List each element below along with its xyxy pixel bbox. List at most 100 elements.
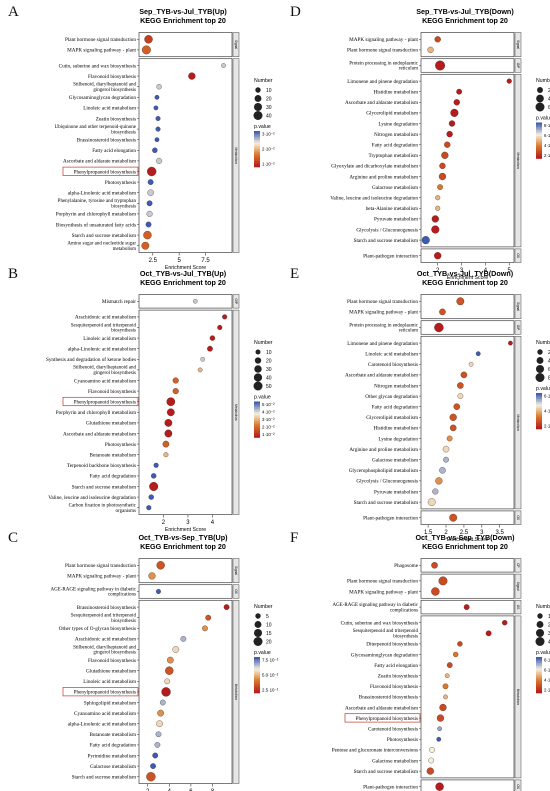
pe-color-legend-label: 6·10⁻²	[544, 394, 550, 399]
pf-size-legend-dot	[535, 637, 545, 646]
pe-color-legend-title: p.value	[536, 386, 550, 392]
pf-term-label: Flavonoid biosynthesis	[370, 684, 418, 690]
pd-dot	[450, 108, 459, 117]
pd-dot	[431, 225, 440, 234]
pf-term-label: Starch and sucrose metabolism	[354, 769, 418, 775]
pb-term-label-line2: biosynthesis	[111, 329, 136, 334]
pa-facet-label: Signal	[234, 40, 238, 49]
pf-color-legend-bar	[536, 670, 542, 673]
pa-dot	[156, 157, 163, 164]
pd-facet-strip	[514, 74, 522, 248]
pd-color-legend-bar	[536, 154, 542, 156]
pb-term-label-line2: gingerol biosynthesis	[93, 371, 136, 376]
pb-color-legend-bar	[254, 428, 260, 431]
pd-group-frame	[420, 58, 515, 73]
pa-term-label-line2: gingerol biosynthesis	[93, 88, 136, 93]
pa-color-legend-label: 3·10⁻²	[262, 132, 275, 137]
pf-dot	[436, 714, 445, 722]
pe-term-label: Arginine and proline metabolism	[349, 447, 418, 453]
pf-term-label: Carotenoid biosynthesis	[368, 727, 418, 733]
pb-x-tick-label: 3	[186, 520, 190, 526]
pd-term-label: Plant hormone signal transduction	[347, 48, 418, 54]
pb-dot	[166, 408, 175, 417]
pb-size-legend-label: 10	[266, 350, 272, 356]
pd-color-legend-bar	[536, 125, 542, 128]
pf-facet-label: Signal	[516, 582, 520, 591]
pe-color-legend-bar	[536, 396, 542, 398]
pe-color-legend-bar	[536, 403, 542, 406]
pe-term-label: Histidine metabolism	[373, 426, 418, 432]
pf-size-legend-label: 40	[548, 639, 550, 645]
pe-dot	[449, 424, 457, 432]
pf-color-legend-bar	[536, 682, 542, 685]
pe-size-legend-dot	[535, 364, 545, 374]
pd-term-label: Glyoxylate and dicarboxylate metabolism	[331, 164, 418, 170]
pf-color-legend-bar	[536, 673, 542, 676]
pe-color-legend-label: 4·10⁻²	[544, 409, 550, 414]
pf-group-frame	[420, 779, 515, 791]
pc-color-legend-bar	[254, 667, 260, 670]
pa-color-legend-bar	[254, 153, 260, 156]
pf-color-legend-label: 8·10⁻²	[544, 658, 550, 663]
pd-group-frame	[420, 32, 515, 58]
pf-color-legend-label: 6·10⁻²	[544, 668, 550, 673]
pb-color-legend-bar	[254, 412, 260, 414]
pa-dot	[221, 63, 226, 68]
pc-dot	[180, 636, 187, 642]
pd-color-legend-bar	[536, 128, 542, 131]
pa-term-label-line2: biosynthesis	[111, 130, 136, 135]
pc-dot	[156, 720, 163, 728]
pa-dot	[147, 166, 157, 177]
pd-size-legend-label: 40	[548, 96, 550, 102]
pd-x-tick-label: 2	[436, 268, 440, 274]
pc-facet-label: Signal	[234, 566, 238, 575]
pc-term-label-line2: gingerol biosynthesis	[93, 651, 136, 656]
pc-color-legend-bar	[254, 672, 260, 674]
pb-dot	[146, 505, 152, 511]
pb-color-legend-bar	[254, 415, 260, 417]
pb-term-label-line2: organisms	[116, 509, 137, 514]
pb-color-legend-bar	[254, 418, 260, 420]
pd-dot	[438, 172, 447, 181]
pe-term-label: Glycolysis / Gluconeogenesis	[356, 479, 418, 485]
pe-color-legend-bar	[536, 394, 542, 397]
pd-color-legend-bar	[536, 139, 542, 141]
pa-dot	[141, 45, 151, 55]
pa-color-legend-bar	[254, 147, 260, 150]
pe-facet-label: Metabolism	[516, 414, 520, 431]
pf-color-legend-bar	[536, 684, 542, 686]
pf-facet-label: Metabolism	[516, 689, 520, 706]
pb-color-legend-bar	[254, 436, 260, 438]
pb-term-label: Sesquiterpenoid and triterpenoid	[71, 323, 137, 328]
pc-dot	[223, 604, 230, 610]
pc-size-legend-dot	[255, 613, 261, 619]
pc-dot	[150, 763, 156, 769]
pb-color-legend-bar	[254, 401, 260, 404]
pe-term-label: Fatty acid degradation	[372, 405, 419, 411]
pc-color-legend-bar	[254, 676, 260, 679]
pf-term-label: Phagosome	[394, 563, 419, 569]
pe-group-frame	[420, 294, 515, 320]
pa-facet-strip	[232, 32, 240, 57]
pe-color-legend-bar	[536, 424, 542, 427]
pe-dot	[435, 477, 443, 485]
pc-x-tick-label: 2	[146, 789, 150, 791]
pa-term-label: Cutin, suberine and wax biosynthesis	[59, 63, 136, 69]
panel-letter-a: A	[8, 4, 19, 20]
pc-term-label: alpha-Linolenic acid metabolism	[68, 722, 136, 728]
pc-x-tick-label: 4	[168, 789, 172, 791]
pf-color-legend-bar	[536, 681, 542, 683]
pe-color-legend-bar	[536, 418, 542, 421]
pb-facet-label: Metabolism	[234, 404, 238, 421]
pe-dot	[475, 351, 481, 357]
pc-size-legend-label: 5	[266, 614, 269, 620]
pe-dot	[439, 308, 446, 316]
pb-term-label: Arachidonic acid metabolism	[75, 315, 136, 321]
pa-color-legend-bar	[254, 161, 260, 163]
pf-size-legend-label: 10	[548, 614, 550, 620]
pa-color-legend-bar	[254, 156, 260, 159]
pa-term-label: Phenylalanine, tyrosine and tryptophan	[58, 199, 137, 204]
pc-term-label: Plant hormone signal transduction	[65, 563, 136, 569]
pc-dot	[157, 709, 164, 717]
pe-term-label: Linoleic acid metabolism	[365, 352, 418, 358]
